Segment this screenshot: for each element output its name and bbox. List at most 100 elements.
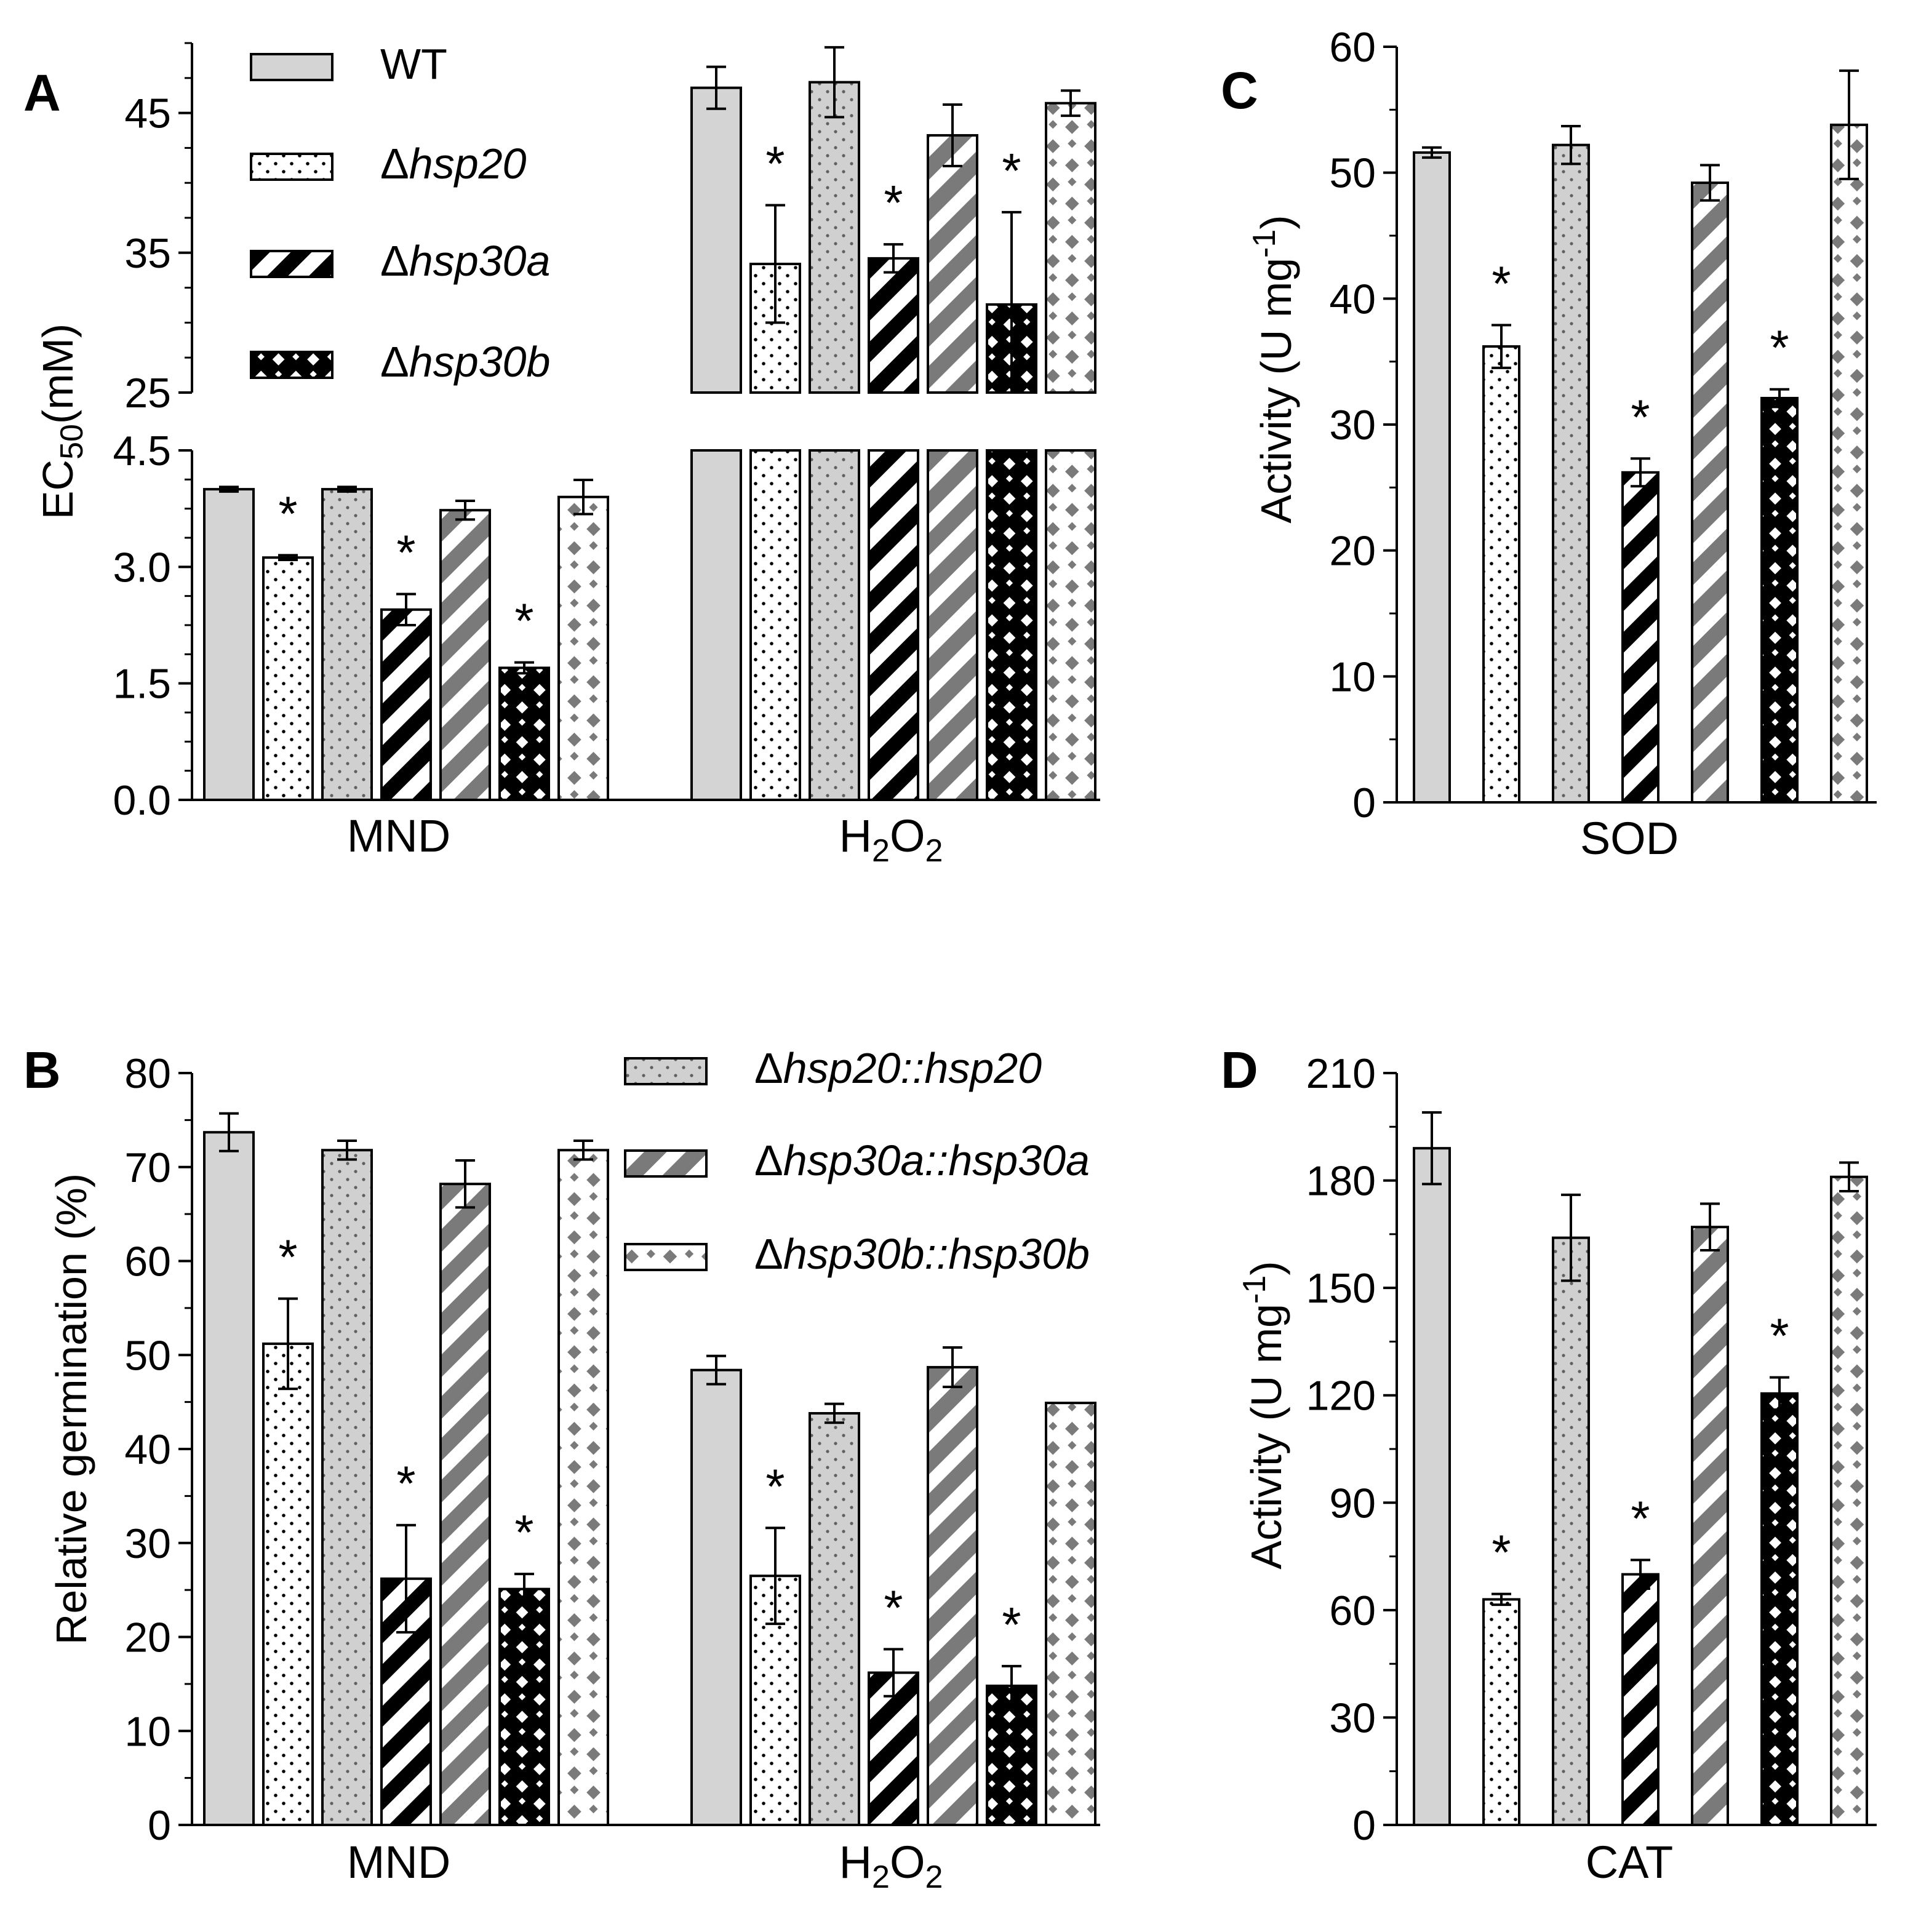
panel-d-significance-star: * [1631,1491,1650,1546]
panel-b-y-tick-label: 40 [124,1426,171,1473]
panel-c-bar-dhsp20 [1482,345,1520,804]
panel-d-significance-star: * [1770,1309,1789,1363]
panel-d-bar-dhsp30b [1760,1392,1799,1826]
panel-c-significance-star: * [1770,321,1789,375]
panel-d-y-tick-label: 30 [1329,1694,1376,1741]
legend-swatch-dhsp30a-hsp30a [624,1149,708,1178]
panel-a-bar-dhsp30b-hsp30b [1045,102,1096,394]
panel-b-y-axis-label: Relative germination (%) [47,1173,95,1645]
panel-b-bar-dhsp20 [262,1342,314,1826]
panel-d-y-tick-label: 180 [1306,1158,1376,1205]
panel-c-bar-dhsp30b-hsp30b [1830,123,1868,804]
panel-d-y-tick-label: 150 [1306,1265,1376,1312]
panel-c-bar-dhsp20-hsp20 [1552,143,1590,804]
panel-a-axis-break [194,394,1103,449]
panel-b-y-tick-label: 80 [124,1050,171,1097]
panel-b-category-label: H2O2 [839,1837,943,1895]
panel-b-y-tick-label: 30 [124,1520,171,1567]
panel-a-bar-dhsp30a-hsp30a [439,509,491,801]
panel-a-bar-dhsp30b [498,666,550,802]
panel-a-significance-star: * [278,486,297,541]
panel-c-significance-star: * [1492,256,1511,311]
panel-d-y-tick-label: 210 [1306,1050,1376,1097]
panel-c-y-tick-label: 60 [1329,24,1376,71]
panel-d-y-tick-label: 90 [1329,1480,1376,1527]
panel-b-bar-dhsp30a-hsp30a [439,1183,491,1826]
panel-a-bar-dhsp30a-hsp30a [927,449,978,801]
panel-c-significance-star: * [1631,389,1650,444]
panel-b-bar-dhsp30b-hsp30b [1045,1402,1096,1827]
panel-a-bar-dhsp30b-hsp30b [557,495,609,801]
panel-d-chart: 0 30 60 90 120 150 180 210 Activity (U mg-1) * * * C… [1221,1041,1877,1888]
panel-b-y-tick-label: 20 [124,1615,171,1661]
legend-label-dhsp30b: Δhsp30b [380,338,550,386]
panel-a-bar-dhsp20-hsp20 [809,449,860,801]
panel-a-bar-dhsp30a [868,257,919,394]
panel-c-bar-dhsp30a [1621,471,1659,804]
panel-b-bar-dhsp20-hsp20 [809,1411,860,1827]
panel-d-bar-dhsp30b-hsp30b [1830,1175,1868,1826]
panel-b-category-label: MND [347,1837,451,1888]
panel-c-bar-dhsp30a-hsp30a [1691,182,1729,804]
panel-d-bar-dhsp30a-hsp30a [1691,1226,1729,1826]
panel-a-bar-wt [690,86,742,394]
panel-a-y-tick-label: 45 [124,90,171,137]
panel-c-y-tick-label: 40 [1329,276,1376,322]
panel-b-bar-dhsp30b-hsp30b [557,1149,609,1826]
panel-d-significance-star: * [1492,1525,1511,1580]
panel-a-bar-dhsp30a [868,449,919,801]
panel-b-bar-dhsp20-hsp20 [321,1149,373,1826]
panel-b-y-tick-label: 0 [148,1802,171,1849]
panel-b-significance-star: * [514,1505,533,1560]
panel-a-bar-dhsp20 [262,556,314,801]
legend-label-dhsp20-hsp20: Δhsp20::hsp20 [754,1044,1042,1092]
legend-label-dhsp30a-hsp30a: Δhsp30a::hsp30a [754,1136,1090,1184]
legend-swatch-wt [250,53,333,81]
panel-a-significance-star: * [884,175,903,230]
panel-a-y-tick-label: 35 [124,230,171,277]
panel-a-bar-dhsp20 [749,449,801,801]
panel-d-bar-dhsp20-hsp20 [1552,1236,1590,1826]
panel-a-bar-wt [203,488,255,801]
panel-d-y-tick-label: 60 [1329,1587,1376,1634]
panel-d-y-tick-label: 120 [1306,1373,1376,1419]
panel-d-y-axis-label: Activity (U mg-1) [1237,1261,1290,1569]
panel-a-category-label: H2O2 [839,810,943,869]
panel-a-bar-dhsp30b [986,449,1037,801]
panel-b-chart: 0 10 20 30 40 50 60 70 80 Relative germination (%… [23,1041,1100,1895]
panel-a-chart: 0.0 1.5 3.0 4.5 25 35 45 EC50(mM) * * * * * * MND H2O2 A [23,42,1103,869]
panel-d-bar-dhsp20 [1482,1598,1520,1826]
panel-c-bar-wt [1413,151,1451,804]
panel-c-chart: 0 10 20 30 40 50 60 Activity (U mg-1) * * * SOD C [1221,24,1877,864]
panel-a-label: A [23,64,61,122]
panel-a-significance-star: * [514,594,533,649]
panel-a-y-tick-label: 3.0 [113,544,171,591]
panel-a-y-tick-label: 1.5 [113,661,171,708]
legend-swatch-dhsp30b [250,351,333,379]
panel-a-y-axis-label: EC50(mM) [34,324,90,519]
panel-c-y-tick-label: 50 [1329,150,1376,197]
panel-b-significance-star: * [278,1230,297,1285]
panel-b-y-tick-label: 10 [124,1708,171,1755]
panel-b-y-tick-label: 60 [124,1239,171,1285]
panel-b-significance-star: * [396,1456,415,1511]
legend-label-dhsp30b-hsp30b: Δhsp30b::hsp30b [754,1230,1090,1278]
panel-a-bar-dhsp30b-hsp30b [1045,449,1096,801]
legend: WTΔhsp20Δhsp30aΔhsp30bΔhsp20::hsp20Δhsp3… [250,40,1090,1278]
panel-b-y-tick-label: 70 [124,1144,171,1191]
panel-d-category-label: CAT [1586,1837,1674,1888]
legend-swatch-dhsp30a [250,250,333,278]
legend-label-wt: WT [380,40,447,88]
panel-d-y-tick-label: 0 [1352,1802,1376,1849]
panel-a-bar-dhsp30a-hsp30a [927,134,978,394]
panel-a-bar-dhsp20-hsp20 [809,81,860,394]
panel-c-bar-dhsp30b [1760,397,1799,804]
panel-b-significance-star: * [1002,1597,1021,1652]
panel-c-y-tick-label: 30 [1329,402,1376,449]
panel-c-y-axis-label: Activity (U mg-1) [1247,215,1300,523]
panel-b-bar-dhsp30b [986,1684,1037,1826]
panel-a-y-tick-label: 25 [124,370,171,417]
panel-a-significance-star: * [396,525,415,580]
legend-label-dhsp30a: Δhsp30a [380,237,550,285]
